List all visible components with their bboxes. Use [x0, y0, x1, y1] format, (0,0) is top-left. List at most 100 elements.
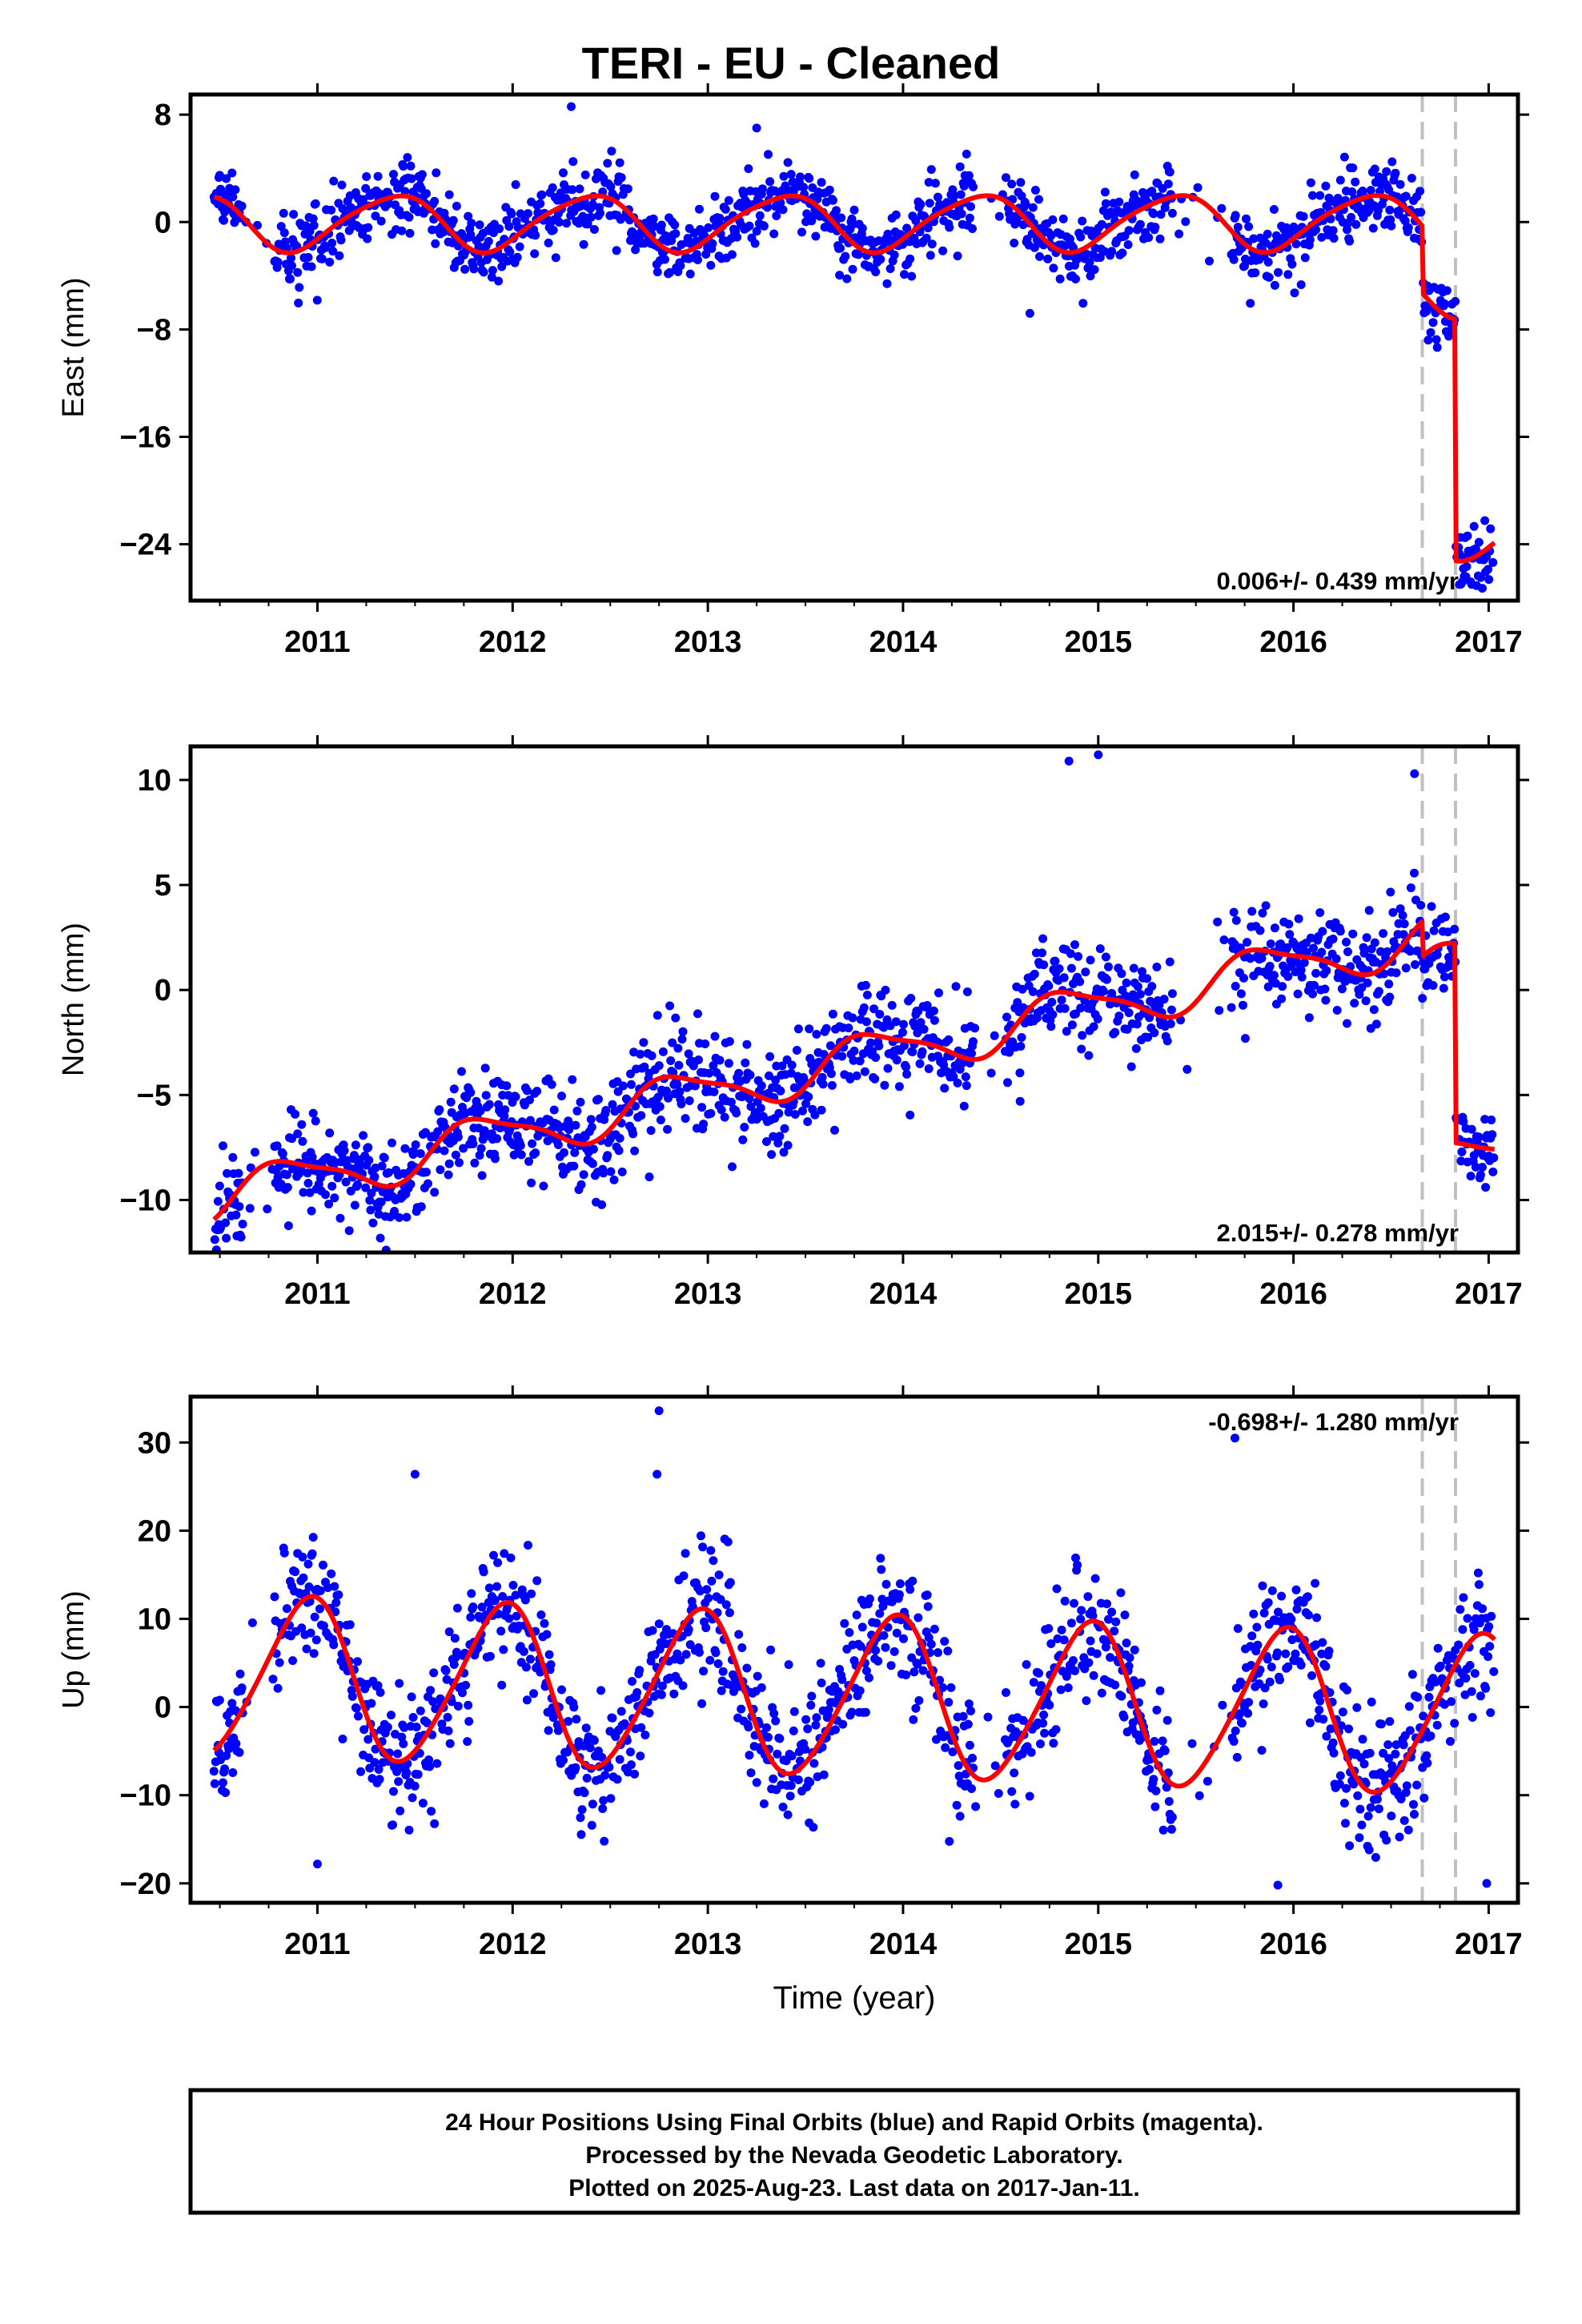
north-data-point: [234, 1168, 243, 1178]
north-data-point: [1243, 938, 1252, 947]
up-data-point: [397, 1732, 407, 1742]
east-data-point: [848, 264, 857, 274]
up-data-point: [1053, 1634, 1062, 1643]
north-data-point: [1048, 1010, 1058, 1019]
north-data-point: [1227, 1003, 1236, 1012]
up-data-point: [713, 1659, 723, 1668]
north-data-point: [919, 1024, 929, 1034]
east-data-point: [596, 208, 605, 218]
up-data-point: [627, 1760, 636, 1770]
up-data-point: [932, 1735, 941, 1744]
north-data-point: [1285, 930, 1295, 939]
up-data-point: [1468, 1713, 1477, 1722]
east-data-point: [1351, 219, 1361, 229]
up-data-point: [1166, 1824, 1176, 1834]
up-data-point: [685, 1640, 695, 1650]
north-data-point: [1255, 926, 1265, 935]
north-data-point: [560, 1148, 568, 1157]
up-data-point: [803, 1724, 813, 1734]
north-data-point: [481, 1091, 491, 1100]
north-data-point: [845, 1074, 855, 1084]
north-data-point: [771, 1076, 781, 1085]
up-data-point: [656, 1690, 666, 1699]
up-y-tick-label: 0: [155, 1691, 171, 1725]
north-data-point: [1304, 1013, 1314, 1023]
up-data-point: [536, 1610, 546, 1619]
up-data-point: [576, 1813, 585, 1823]
up-data-point: [911, 1703, 921, 1713]
east-data-point: [779, 171, 789, 181]
north-data-point: [283, 1183, 292, 1192]
north-data-point: [303, 1179, 313, 1188]
up-data-point: [275, 1658, 284, 1667]
east-data-point: [926, 251, 935, 260]
north-data-point: [961, 1072, 970, 1082]
up-data-point: [1010, 1799, 1020, 1809]
up-data-point: [1357, 1820, 1367, 1830]
up-data-point: [1275, 1675, 1284, 1685]
north-data-point: [1124, 1008, 1134, 1018]
east-data-point: [227, 168, 237, 178]
up-data-point: [612, 1775, 622, 1784]
north-data-point: [881, 985, 890, 995]
north-data-point: [732, 1108, 741, 1118]
north-data-point: [753, 1097, 762, 1107]
north-data-point: [375, 1233, 385, 1243]
up-data-point: [585, 1743, 595, 1753]
up-data-point: [1233, 1624, 1243, 1633]
north-data-point: [367, 1188, 376, 1198]
up-data-point: [1117, 1691, 1126, 1701]
north-data-point: [646, 1126, 656, 1136]
up-data-point: [353, 1657, 362, 1667]
north-data-point: [801, 1099, 811, 1108]
up-data-point: [247, 1618, 257, 1627]
east-data-point: [568, 157, 578, 167]
east-data-point: [1347, 187, 1357, 196]
north-data-point: [740, 1123, 749, 1132]
east-y-tick-label: 8: [155, 99, 171, 132]
east-data-point: [925, 199, 934, 208]
north-data-point: [866, 1038, 875, 1047]
north-data-point: [1297, 972, 1307, 982]
up-data-point: [1040, 1728, 1050, 1738]
north-data-point: [459, 1144, 468, 1153]
north-data-point: [446, 1097, 456, 1107]
east-data-point: [1078, 216, 1087, 226]
up-data-point: [873, 1656, 883, 1666]
east-data-point: [1387, 157, 1397, 167]
east-data-point: [728, 250, 737, 259]
east-x-tick-label: 2012: [479, 625, 547, 659]
east-data-point: [466, 230, 476, 239]
up-data-point: [1277, 1591, 1287, 1601]
up-data-point: [1082, 1696, 1091, 1706]
up-data-point: [540, 1618, 549, 1628]
north-data-point: [1126, 1062, 1136, 1072]
up-data-point: [746, 1768, 756, 1778]
north-data-point: [436, 1165, 445, 1175]
north-data-point: [444, 1159, 454, 1168]
north-data-point: [524, 1156, 533, 1166]
east-data-point: [1078, 299, 1088, 308]
north-data-point: [745, 1070, 755, 1080]
up-data-point: [654, 1406, 664, 1416]
north-data-point: [906, 994, 916, 1003]
up-data-point: [1359, 1759, 1369, 1769]
up-data-point: [1052, 1584, 1062, 1594]
up-data-point: [1487, 1611, 1496, 1621]
up-data-point: [228, 1768, 238, 1777]
east-data-point: [1193, 183, 1203, 192]
up-data-point: [809, 1759, 819, 1768]
north-data-point: [1064, 756, 1074, 766]
up-data-point: [1470, 1669, 1480, 1679]
east-data-point: [363, 234, 372, 243]
east-data-point: [876, 255, 885, 264]
east-data-point: [544, 238, 553, 247]
east-data-point: [1488, 557, 1498, 567]
up-data-point: [310, 1612, 319, 1622]
east-data-point: [825, 185, 834, 195]
north-data-point: [1474, 1132, 1484, 1142]
north-data-point: [231, 1210, 241, 1220]
east-data-point: [536, 199, 545, 208]
north-data-point: [491, 1154, 500, 1164]
